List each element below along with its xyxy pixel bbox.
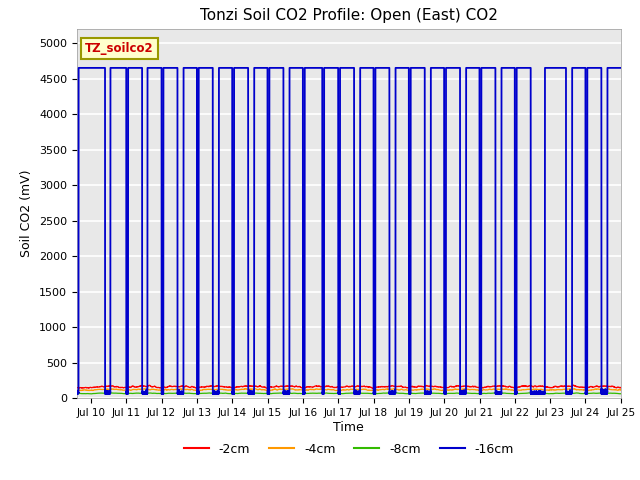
Text: TZ_soilco2: TZ_soilco2: [85, 42, 154, 55]
X-axis label: Time: Time: [333, 421, 364, 434]
Title: Tonzi Soil CO2 Profile: Open (East) CO2: Tonzi Soil CO2 Profile: Open (East) CO2: [200, 9, 498, 24]
Legend: -2cm, -4cm, -8cm, -16cm: -2cm, -4cm, -8cm, -16cm: [179, 438, 519, 460]
Y-axis label: Soil CO2 (mV): Soil CO2 (mV): [20, 170, 33, 257]
